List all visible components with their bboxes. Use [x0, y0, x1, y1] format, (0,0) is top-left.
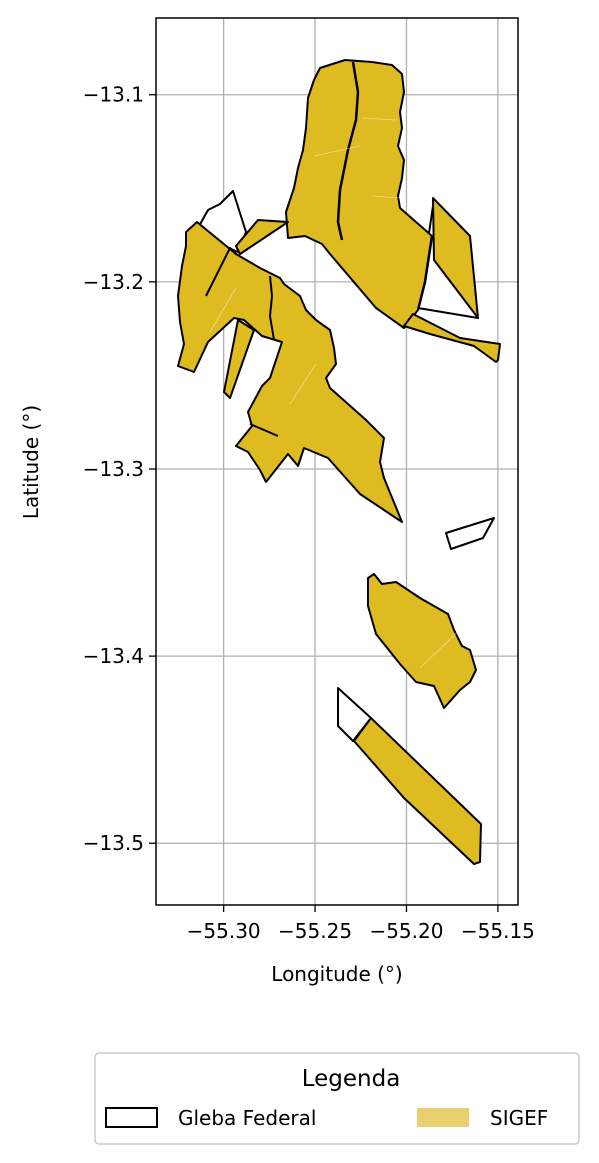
map-polygons	[177, 59, 501, 865]
legend-sigef-swatch	[417, 1108, 469, 1127]
sigef-parcel-polygon	[353, 717, 482, 865]
sigef-parcel-polygon	[177, 221, 403, 523]
x-tick-label: −55.30	[187, 919, 261, 943]
x-tick-label: −55.25	[278, 919, 352, 943]
plot-frame	[155, 17, 519, 906]
sigef-inner-boundary	[209, 117, 471, 669]
sigef-parcel-polygon	[367, 573, 477, 709]
gleba-federal-boundary	[416, 235, 434, 311]
x-axis-ticks: −55.30 −55.25 −55.20 −55.15	[187, 905, 535, 943]
legend-sigef-label: SIGEF	[490, 1106, 548, 1130]
sigef-parcel-polygon	[285, 59, 433, 329]
legend-gleba-swatch	[105, 1107, 158, 1128]
x-tick-label: −55.20	[369, 919, 443, 943]
y-tick-label: −13.5	[83, 831, 144, 855]
sigef-parcel-polygon	[403, 313, 501, 363]
gleba-federal-boundary	[336, 61, 360, 241]
legend: Legenda Gleba Federal SIGEF	[94, 1052, 580, 1145]
x-tick-label: −55.15	[461, 919, 535, 943]
y-axis-ticks: −13.1 −13.2 −13.3 −13.4 −13.5	[83, 83, 156, 855]
sigef-parcel-polygon	[235, 219, 289, 255]
legend-gleba-label: Gleba Federal	[178, 1106, 316, 1130]
gleba-federal-boundary	[269, 275, 275, 341]
y-tick-label: −13.1	[83, 83, 144, 107]
legend-title: Legenda	[302, 1066, 401, 1092]
sigef-parcel-polygon	[223, 319, 255, 399]
y-tick-label: −13.4	[83, 644, 144, 668]
sigef-parcel-polygon	[432, 197, 479, 319]
y-axis-label: Latitude (°)	[19, 405, 43, 519]
y-tick-label: −13.3	[83, 457, 144, 481]
gleba-federal-boundary	[249, 423, 279, 437]
y-tick-label: −13.2	[83, 270, 144, 294]
gleba-federal-boundary	[205, 247, 237, 297]
x-axis-label: Longitude (°)	[271, 962, 402, 986]
gleba-federal-polygon	[445, 517, 495, 550]
